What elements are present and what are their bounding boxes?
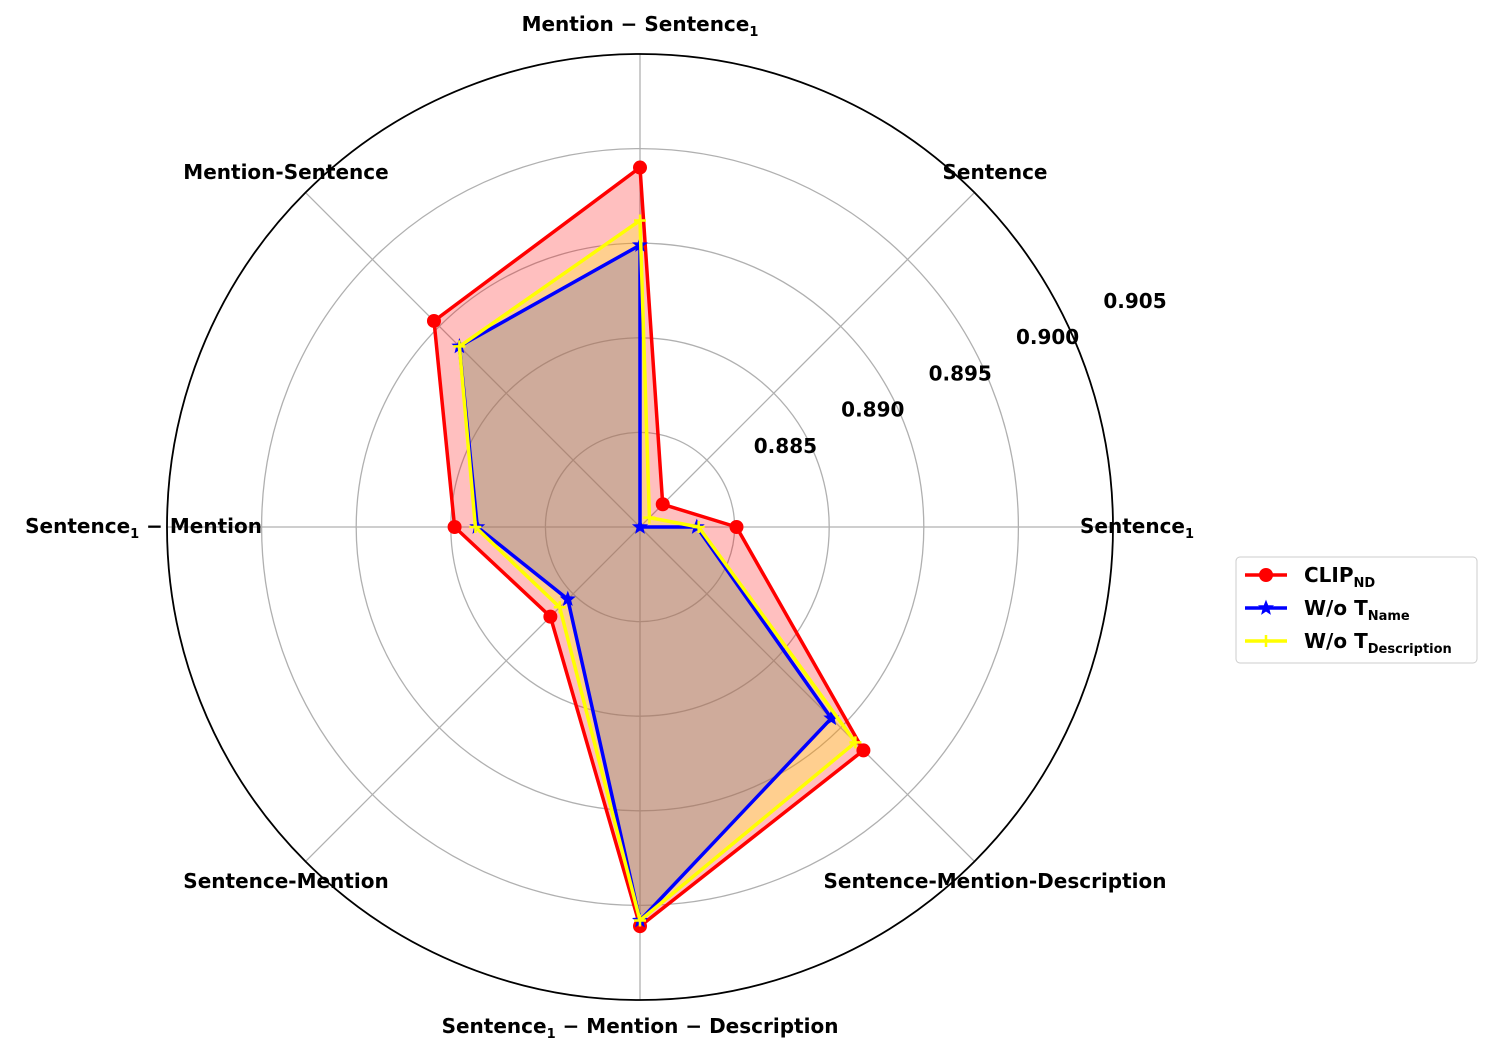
data-point <box>426 313 441 328</box>
legend: CLIPND W/o TName W/o TDescription <box>1235 556 1478 664</box>
grid-spoke <box>305 526 641 862</box>
r-tick-label: 0.895 <box>929 361 992 385</box>
data-point <box>543 609 558 624</box>
category-label: Mention-Sentence <box>183 160 388 184</box>
category-label: Sentence1 <box>1080 514 1194 542</box>
data-point <box>1259 568 1273 582</box>
grid-spoke <box>639 192 975 528</box>
series-fill <box>434 167 864 927</box>
r-tick-label: 0.890 <box>841 398 904 422</box>
data-point <box>655 497 670 512</box>
data-point <box>849 736 862 749</box>
grid-spoke <box>639 526 975 862</box>
data-point <box>1260 635 1272 647</box>
series-layer <box>426 160 871 934</box>
outer-frame <box>166 53 1114 1001</box>
r-tick-label: 0.900 <box>1016 325 1079 349</box>
legend-label: W/o TName <box>1304 596 1410 624</box>
category-label: Sentence-Mention <box>183 869 388 893</box>
axis-labels: Sentence1 Sentence Mention − Sentence1 Ment… <box>25 12 1194 1042</box>
series-fill <box>459 245 832 921</box>
legend-label: W/o TDescription <box>1304 629 1452 657</box>
data-point <box>559 590 576 607</box>
legend-box <box>1235 556 1478 664</box>
data-point <box>634 214 646 227</box>
data-point <box>1257 599 1275 615</box>
data-point <box>631 518 649 534</box>
data-point <box>856 743 871 758</box>
category-label: Sentence1 − Mention − Description <box>442 1014 839 1042</box>
data-point <box>729 520 744 534</box>
data-point <box>643 511 656 524</box>
data-point <box>453 340 466 353</box>
legend-label: CLIPND <box>1304 563 1375 591</box>
category-label: Mention − Sentence1 <box>522 12 759 40</box>
r-tick-label: 0.885 <box>754 434 817 458</box>
category-label: Sentence1 − Mention <box>25 514 262 542</box>
series-fill <box>459 220 856 921</box>
data-point <box>634 914 646 927</box>
grid-spoke <box>305 192 641 528</box>
data-point <box>553 601 566 614</box>
data-point <box>469 521 482 533</box>
data-point <box>633 160 647 175</box>
category-label: Sentence-Mention-Description <box>823 869 1166 893</box>
data-point <box>692 521 705 533</box>
r-tick-label: 0.905 <box>1103 289 1166 313</box>
category-label: Sentence <box>943 160 1048 184</box>
data-point <box>447 520 462 534</box>
